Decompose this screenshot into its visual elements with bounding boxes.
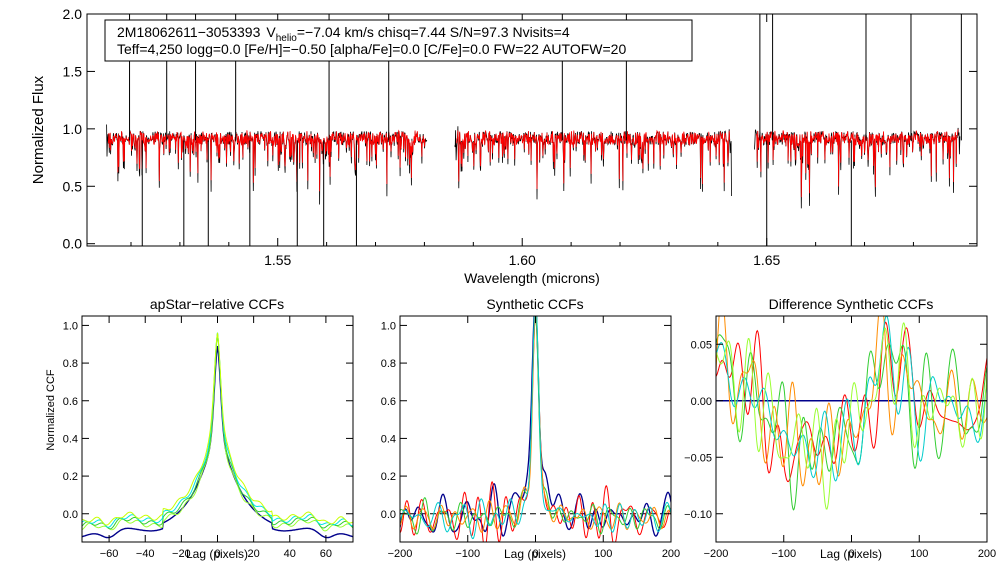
difference-ccf-plot: −200 −100 0 100 200 −0.10 −0.05 0.00 0.05 [684,315,996,560]
star-id: 2M18062611−3053393 [117,24,261,40]
apstar-ccf-y-tick-label: 0.6 [63,396,78,408]
apstar-ccf-x-tick-label: −60 [100,548,119,560]
synthetic-ccf-line-visit-4 [400,316,671,540]
synthetic-ccf-y-tick-label: 1.0 [381,320,396,332]
difference-ccf-frame [715,315,988,543]
synthetic-ccf-y-tick-label: 0.8 [381,358,396,370]
apstar-ccf-y-tick-label: 0.2 [63,471,78,483]
difference-ccf-title: Difference Synthetic CCFs [769,296,934,312]
annotation-box [104,19,693,62]
apstar-ccf-y-tick-label: 0.4 [63,433,78,445]
difference-ccf-x-tick-label: 100 [910,548,928,560]
model-spectrum-chip-1 [108,129,426,192]
spectrum-x-tick-label: 1.55 [264,252,291,268]
difference-ccf-x-tick-label: 0 [848,548,854,560]
synthetic-ccf-y-tick-label: 0.4 [381,433,396,445]
synthetic-ccf-series [400,316,671,542]
model-spectrum-chip-2 [456,129,731,190]
spectrum-x-label: Wavelength (microns) [464,270,600,286]
synthetic-ccf-y-tick-label: 0.6 [381,396,396,408]
apstar-ccf-y-tick-label: 0.8 [63,358,78,370]
synthetic-ccf-line-combined [400,316,671,537]
ccf-panels: apStar−relative CCFs Lag (pixels) Normal… [45,296,996,561]
spectrum-x-tick-label: 1.65 [753,252,780,268]
synthetic-ccf-title: Synthetic CCFs [486,296,583,312]
difference-ccf-x-tick-label: −200 [704,548,729,560]
spectrum-y-tick-label: 2.0 [63,6,83,22]
synthetic-ccf-plot: −200 −100 0 100 200 0.0 0.2 0.4 0.6 0.8 1.0 [381,315,680,560]
difference-ccf-y-tick-label: 0.00 [691,396,712,408]
vhelio-symbol: V [266,24,276,40]
apstar-ccf-y-tick-label: 1.0 [63,320,78,332]
difference-ccf-x-tick-label: −100 [771,548,796,560]
synthetic-ccf-panel: Synthetic CCFs Lag (pixels) [486,296,583,561]
spectrum-y-tick-label: 0.0 [63,236,83,252]
difference-ccf-y-tick-label: −0.05 [684,452,712,464]
spectrum-y-label: Normalized Flux [30,75,47,184]
synthetic-ccf-y-tick-label: 0.2 [381,471,396,483]
apstar-ccf-line-visit-4 [82,332,353,526]
apstar-ccf-panel: apStar−relative CCFs Lag (pixels) Normal… [45,296,284,561]
difference-ccf-line-visit-5 [716,321,987,510]
apstar-ccf-line-combined [82,346,353,539]
synthetic-ccf-x-tick-label: 0 [532,548,538,560]
apstar-ccf-line-visit-1 [82,334,353,532]
spectrum-x-ticks: 1.55 1.60 1.65 [130,14,914,268]
apstar-ccf-x-tick-label: 0 [214,548,220,560]
apstar-ccf-y-tick-label: 0.0 [63,509,78,521]
difference-ccf-line-visit-4 [716,316,987,482]
apstar-ccf-x-label: Lag (pixels) [186,547,248,561]
apstar-ccf-line-visit-2 [82,332,353,530]
difference-ccf-line-visit-2 [716,334,987,511]
difference-ccf-line-visit-3 [716,316,987,487]
annotation-line-1-rest: =−7.04 km/s chisq=7.44 S/N=97.3 Nvisits=… [297,24,570,40]
apstar-ccf-x-tick-label: −20 [172,548,191,560]
spectrum-y-ticks: 0.0 0.5 1.0 1.5 2.0 [63,6,977,252]
difference-ccf-y-tick-label: −0.10 [684,509,712,521]
synthetic-ccf-y-tick-label: 0.0 [381,509,396,521]
synthetic-ccf-line-visit-2 [400,316,671,535]
apstar-ccf-line-visit-3 [82,332,353,528]
synthetic-ccf-line-visit-3 [400,316,671,533]
apstar-ccf-x-tick-label: −40 [136,548,155,560]
difference-ccf-series [716,316,987,511]
difference-ccf-y-tick-label: 0.05 [691,339,712,351]
difference-ccf-x-tick-label: 200 [978,548,996,560]
difference-ccf-x-label: Lag (pixels) [820,547,882,561]
apstar-ccf-y-label: Normalized CCF [45,369,57,451]
annotation-line-1: 2M18062611−3053393 Vhelio=−7.04 km/s chis… [117,24,570,44]
annotation-line-2: Teff=4,250 logg=0.0 [Fe/H]=−0.50 [alpha/… [117,41,626,57]
apstar-ccf-x-tick-label: 60 [320,548,332,560]
spectrum-y-tick-label: 0.5 [63,178,83,194]
apstar-ccf-x-tick-label: 40 [284,548,296,560]
vhelio-subscript: helio [276,33,298,44]
apstar-ccf-x-tick-label: 20 [248,548,260,560]
difference-ccf-panel: Difference Synthetic CCFs Lag (pixels) [769,296,934,561]
synthetic-ccf-x-tick-label: −100 [455,548,480,560]
model-spectrum-chip-3 [755,129,959,198]
spectrum-y-tick-label: 1.5 [63,63,83,79]
spectrum-y-tick-label: 1.0 [63,121,83,137]
apstar-ccf-series [82,332,353,539]
difference-ccf-line-visit-1 [716,321,987,483]
apstar-ccf-title: apStar−relative CCFs [150,296,284,312]
synthetic-ccf-x-tick-label: 200 [662,548,680,560]
synthetic-ccf-x-tick-label: 100 [594,548,612,560]
spectrum-x-tick-label: 1.60 [509,252,536,268]
spectrum-frame [86,13,978,247]
synthetic-ccf-x-tick-label: −200 [388,548,413,560]
synthetic-ccf-x-label: Lag (pixels) [504,547,566,561]
spectrum-panel: 1.55 1.60 1.65 0.0 0.5 1.0 1.5 2.0 Wavelength … [30,6,978,286]
apstar-ccf-plot: −60 −40 −20 0 20 40 60 0.0 0.2 0.4 0.6 0.8 1.0 [63,315,354,560]
